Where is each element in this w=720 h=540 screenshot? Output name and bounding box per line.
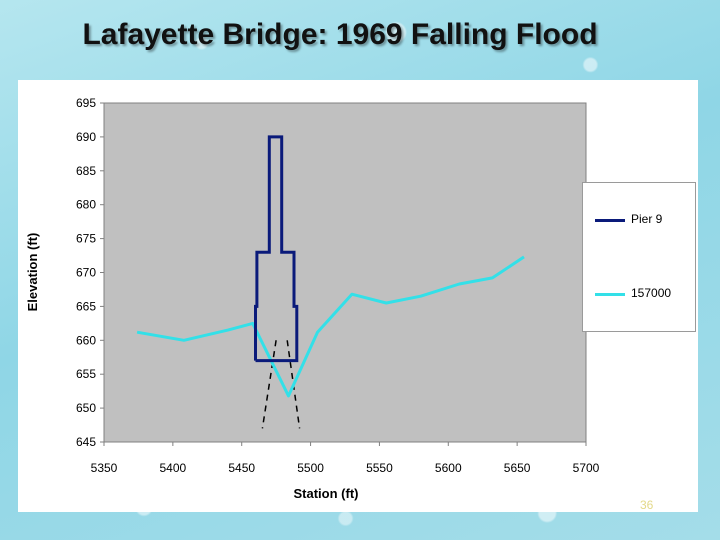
x-tick-label: 5500: [297, 461, 324, 475]
y-axis-ticks: 645 650 655 660 665 670 675 680 685 690 695: [76, 96, 104, 449]
slide-title: Lafayette Bridge: 1969 Falling Flood: [82, 18, 598, 51]
legend-label-flood: 157000: [631, 286, 672, 300]
x-tick-label: 5400: [160, 461, 187, 475]
legend-label-pier: Pier 9: [631, 212, 663, 226]
x-tick-label: 5550: [366, 461, 393, 475]
y-tick-label: 665: [76, 299, 96, 313]
scour-line-left: [261, 340, 277, 429]
legend: Pier 9 157000: [582, 182, 696, 332]
y-tick-label: 685: [76, 164, 96, 178]
x-tick-label: 5700: [573, 461, 600, 475]
series-157000-line: [136, 255, 525, 398]
y-tick-label: 690: [76, 130, 96, 144]
x-tick-label: 5600: [435, 461, 462, 475]
y-axis-label: Elevation (ft): [25, 233, 40, 312]
series-layer: [136, 135, 525, 429]
legend-item-pier: Pier 9: [595, 212, 695, 228]
series-pier-9-line: [254, 135, 299, 363]
y-tick-label: 650: [76, 401, 96, 415]
x-tick-label: 5650: [504, 461, 531, 475]
x-tick-label: 5450: [228, 461, 255, 475]
x-tick-label: 5350: [91, 461, 118, 475]
y-tick-label: 645: [76, 435, 96, 449]
page-number: 36: [640, 498, 654, 512]
y-tick-label: 675: [76, 232, 96, 246]
legend-item-flood: 157000: [595, 286, 695, 302]
y-tick-label: 695: [76, 96, 96, 110]
legend-swatch-pier: [595, 219, 625, 222]
legend-swatch-flood: [595, 293, 625, 296]
plot-area: [103, 102, 587, 443]
x-axis-ticks: 5350 5400 5450 5500 5550 5600 5650 5700: [91, 442, 600, 475]
y-tick-label: 680: [76, 198, 96, 212]
y-tick-label: 655: [76, 367, 96, 381]
y-tick-label: 660: [76, 333, 96, 347]
y-tick-label: 670: [76, 266, 96, 280]
x-axis-label: Station (ft): [294, 486, 359, 501]
